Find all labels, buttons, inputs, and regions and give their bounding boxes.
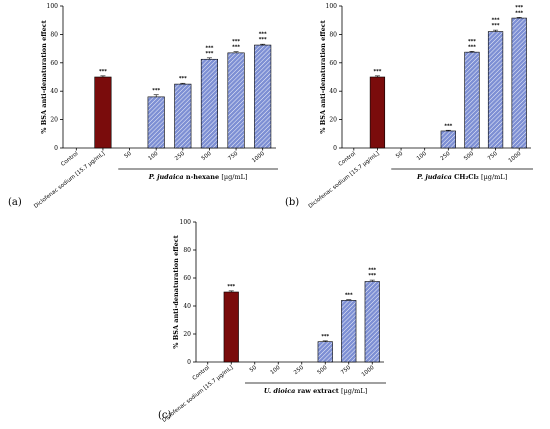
panel-b: 0 20 40 60 80 100 % BSA anti-denaturation effe…	[285, 3, 533, 210]
significance-label: ***	[368, 268, 376, 274]
significance-label: ***	[468, 39, 476, 45]
significance-label: ***	[259, 32, 267, 38]
x-tick-label: 1000	[508, 151, 523, 165]
x-tick-label: 500	[201, 151, 213, 162]
y-tick-label: 60	[329, 60, 337, 67]
x-tick-label: Control	[192, 365, 212, 382]
x-tick-label: 500	[317, 365, 329, 376]
panel-label: (c)	[158, 410, 172, 421]
bar-sample	[487, 31, 504, 149]
bar-sample	[227, 52, 245, 149]
y-axis-label: % BSA anti-denaturation effect	[172, 235, 180, 348]
panel-label: (b)	[285, 197, 299, 208]
y-tick-label: 20	[50, 117, 58, 124]
x-tick-label: Control	[338, 151, 358, 168]
x-tick-label: 50	[249, 365, 259, 374]
y-axis-label: % BSA anti-denaturation effect	[319, 20, 327, 133]
significance-label: ***	[259, 37, 267, 43]
y-axis-label: % BSA anti-denaturation effect	[40, 20, 48, 133]
x-tick-label: Control	[60, 151, 80, 168]
bar-reference	[94, 76, 112, 149]
y-tick-label: 80	[50, 31, 58, 38]
bar-sample	[511, 17, 527, 149]
x-tick-label: 500	[463, 151, 475, 162]
x-axis-label: U. dioica raw extract [µg/mL]	[264, 387, 367, 395]
x-tick-label: 1000	[251, 151, 266, 165]
y-tick-label: 0	[54, 145, 58, 152]
significance-label: ***	[232, 45, 240, 51]
panel-a: 0 20 40 60 80 100 % BSA anti-denaturation effe…	[8, 3, 278, 210]
y-tick-label: 40	[329, 88, 337, 95]
bar-sample	[341, 300, 357, 363]
bar-reference	[369, 76, 386, 149]
significance-label: ***	[99, 69, 107, 75]
significance-label: ***	[152, 88, 160, 94]
y-tick-label: 20	[183, 331, 191, 338]
significance-label: ***	[515, 10, 523, 16]
significance-label: ***	[206, 45, 214, 51]
x-tick-label: 750	[340, 365, 352, 376]
significance-label: ***	[227, 284, 235, 290]
significance-label: ***	[468, 44, 476, 50]
significance-label: ***	[374, 69, 382, 75]
significance-label: ***	[206, 51, 214, 57]
x-tick-label: 250	[440, 151, 452, 162]
x-tick-label: 100	[147, 151, 159, 162]
y-tick-label: 80	[329, 31, 337, 38]
y-tick-label: 40	[183, 303, 191, 310]
y-tick-label: 100	[326, 3, 338, 10]
x-tick-label: 250	[174, 151, 186, 162]
x-tick-label: 50	[124, 151, 134, 160]
significance-label: ***	[444, 123, 452, 129]
y-tick-label: 60	[50, 60, 58, 67]
significance-label: ***	[492, 23, 500, 29]
y-tick-label: 100	[180, 219, 192, 226]
x-tick-label: 750	[227, 151, 239, 162]
panel-c: 0 20 40 60 80 100 % BSA anti-denaturation effe…	[158, 219, 386, 424]
x-tick-label: 100	[270, 365, 282, 376]
y-tick-label: 0	[333, 145, 337, 152]
x-tick-label: 250	[293, 365, 305, 376]
x-tick-label: 50	[395, 151, 405, 160]
y-tick-label: 60	[183, 275, 191, 282]
y-tick-label: 40	[50, 88, 58, 95]
y-tick-label: 80	[183, 247, 191, 254]
bar-sample	[364, 281, 380, 363]
significance-label: ***	[515, 5, 523, 11]
bar-sample	[317, 341, 333, 363]
y-tick-label: 20	[329, 117, 337, 124]
x-tick-label: 750	[487, 151, 499, 162]
x-axis-label: P. judaica n-hexane [µg/mL]	[148, 173, 248, 181]
significance-label: ***	[345, 293, 353, 299]
bar-sample	[464, 51, 480, 149]
bar-sample	[254, 44, 272, 149]
bar-sample	[200, 58, 218, 149]
significance-label: ***	[179, 76, 187, 82]
y-tick-label: 100	[47, 3, 59, 10]
bar-sample	[440, 130, 456, 149]
bar-reference	[223, 291, 239, 363]
x-tick-label: 100	[416, 151, 428, 162]
significance-label: ***	[321, 334, 329, 340]
x-tick-label: 1000	[361, 365, 376, 379]
significance-label: ***	[368, 273, 376, 279]
x-axis-label: P. judaica CH₂Cl₂ [µg/mL]	[416, 173, 507, 181]
significance-label: ***	[232, 39, 240, 45]
y-tick-label: 0	[187, 359, 191, 366]
bar-sample	[147, 96, 165, 149]
significance-label: ***	[492, 18, 500, 24]
bar-sample	[174, 83, 192, 149]
panel-label: (a)	[8, 197, 22, 208]
